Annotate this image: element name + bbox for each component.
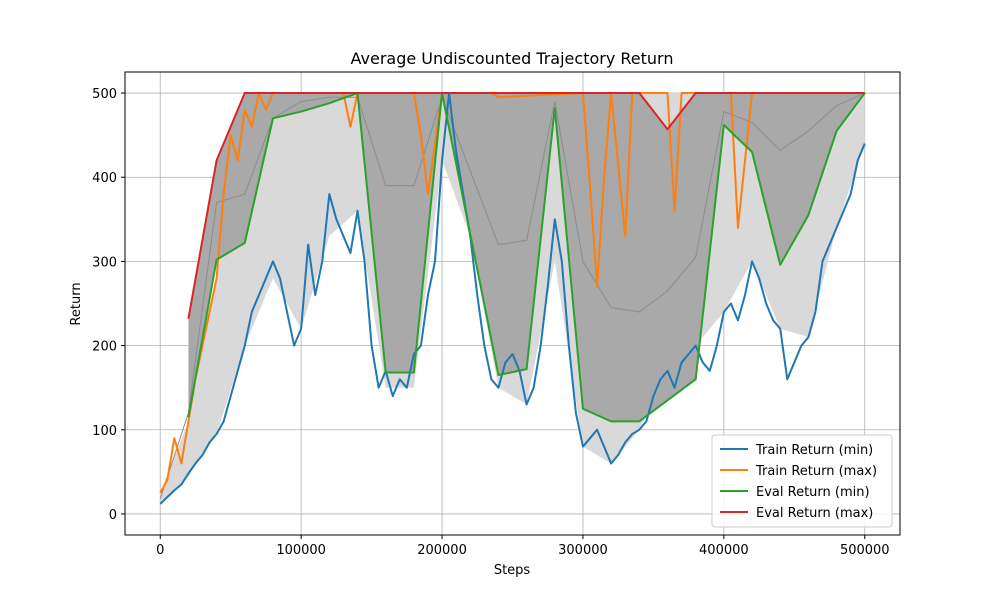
x-tick-label: 0 — [156, 543, 164, 558]
legend-box — [711, 434, 893, 528]
y-tick-label: 0 — [109, 508, 117, 523]
x-tick-label: 300000 — [558, 543, 608, 558]
x-tick-label: 200000 — [417, 543, 467, 558]
y-tick-label: 200 — [92, 340, 117, 355]
plot-frame — [124, 71, 901, 536]
legend-label: Eval Return (min) — [756, 485, 870, 500]
y-axis-title: Return — [69, 282, 84, 325]
eval-return-max-line — [187, 92, 865, 319]
y-tick-label: 400 — [92, 171, 117, 186]
x-tick-label: 500000 — [840, 543, 890, 558]
legend-label: Eval Return (max) — [756, 506, 873, 521]
train-return-min-line — [159, 92, 866, 505]
y-tick-label: 100 — [92, 424, 117, 439]
legend-label: Train Return (max) — [755, 464, 877, 479]
eval-return-min-line — [187, 92, 866, 423]
x-axis-title: Steps — [494, 563, 531, 578]
eval-range-band — [188, 93, 865, 422]
legend-label: Train Return (min) — [755, 443, 873, 458]
legend: Train Return (min) Train Return (max) Eval… — [711, 434, 893, 528]
y-tick-label: 300 — [92, 255, 117, 270]
y-tick-label: 500 — [92, 87, 117, 102]
x-tick-label: 400000 — [699, 543, 749, 558]
chart-title: Average Undiscounted Trajectory Return — [351, 49, 674, 68]
x-tick-label: 100000 — [276, 543, 326, 558]
